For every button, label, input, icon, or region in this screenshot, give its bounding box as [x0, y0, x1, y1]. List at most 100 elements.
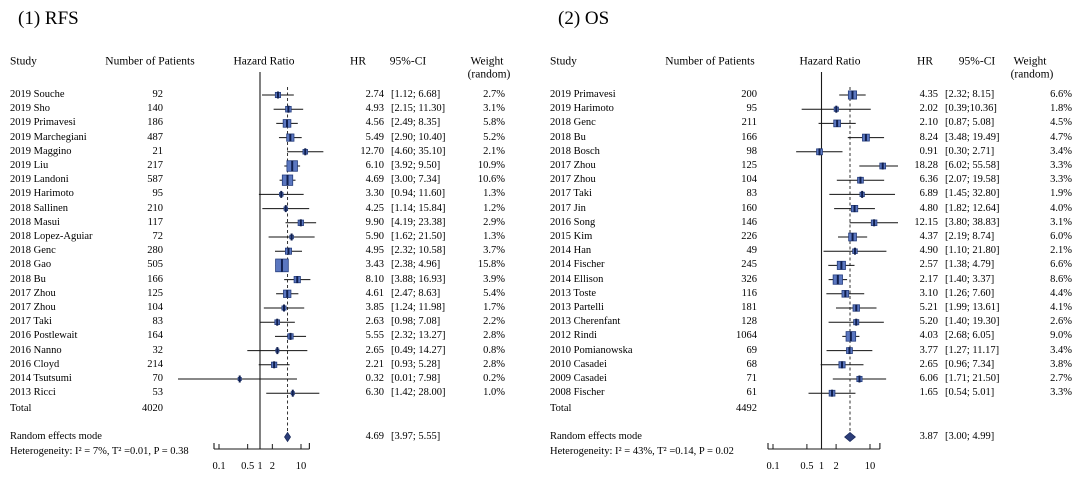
ci-value: [1.42; 28.00] [391, 386, 446, 398]
hr-value: 18.28 [914, 159, 938, 171]
hr-point-tick [855, 304, 858, 312]
hr-point-tick [286, 174, 289, 186]
hr-value: 2.17 [919, 273, 938, 285]
patients-count: 21 [152, 145, 164, 157]
weight-value: 6.0% [1050, 230, 1072, 242]
hr-point-tick [238, 375, 241, 383]
ci-value: [0.93; 5.28] [391, 358, 441, 370]
patients-count: 116 [741, 287, 757, 299]
hr-point-tick [836, 274, 839, 285]
hr-value: 4.95 [365, 244, 384, 256]
patients-count: 71 [746, 372, 758, 384]
study-name: 2017 Jin [550, 202, 586, 214]
weight-value: 1.3% [483, 230, 505, 242]
hr-value: 2.57 [919, 259, 938, 271]
patients-count: 61 [746, 386, 758, 398]
hr-point-tick [848, 347, 851, 355]
hr-point-tick [855, 318, 858, 326]
patients-count: 53 [152, 386, 164, 398]
patients-count: 125 [741, 159, 757, 171]
axis-tick-label: 0.5 [800, 460, 814, 472]
hr-point-tick [873, 219, 876, 227]
ci-value: [3.80; 38.83] [945, 216, 1000, 228]
patients-count: 166 [147, 273, 163, 285]
patients-count: 326 [741, 273, 757, 285]
study-name: 2018 Gao [10, 259, 52, 271]
axis-tick-label: 0.1 [766, 460, 780, 472]
patients-count: 487 [147, 131, 163, 143]
patients-count: 95 [152, 188, 164, 200]
weight-value: 5.4% [483, 287, 505, 299]
weight-value: 5.2% [483, 131, 505, 143]
weight-value: 2.7% [1050, 372, 1072, 384]
patients-count: 72 [152, 230, 164, 242]
hr-point-tick [273, 361, 276, 369]
hr-value: 5.20 [919, 315, 938, 327]
weight-value: 3.1% [1050, 216, 1072, 228]
hr-value: 4.37 [919, 230, 938, 242]
study-name: 2014 Tsutsumi [10, 372, 72, 384]
hr-point-tick [287, 247, 290, 255]
study-name: 2018 Bosch [550, 145, 600, 157]
study-name: 2012 Rindi [550, 330, 597, 342]
ci-value: [1.40; 19.30] [945, 315, 1000, 327]
weight-value: 15.8% [477, 259, 505, 271]
patients-count: 164 [147, 330, 163, 342]
study-name: 2019 Primavesi [10, 117, 76, 129]
hr-point-tick [849, 331, 852, 342]
ci-value: [2.15; 11.30] [391, 102, 446, 114]
weight-value: 2.7% [483, 88, 505, 100]
weight-value: 2.2% [483, 315, 505, 327]
hr-point-tick [304, 148, 307, 156]
hr-value: 1.65 [919, 386, 938, 398]
patients-count: 166 [741, 131, 757, 143]
weight-value: 10.6% [477, 173, 505, 185]
patients-count: 70 [152, 372, 164, 384]
hr-value: 4.90 [919, 244, 938, 256]
hr-point-tick [864, 134, 867, 142]
hr-point-tick [284, 205, 287, 213]
weight-value: 1.7% [483, 301, 505, 313]
study-name: 2015 Kim [550, 230, 593, 242]
ci-value: [0.01; 7.98] [391, 372, 441, 384]
patients-count: 83 [746, 188, 758, 200]
ci-value: [0.96; 7.34] [945, 358, 995, 370]
hr-point-tick [858, 375, 861, 383]
axis-tick-label: 1 [257, 460, 263, 472]
hr-point-tick [836, 119, 839, 127]
patients-count: 245 [741, 259, 757, 271]
pooled-diamond [284, 431, 291, 443]
study-name: 2013 Partelli [550, 301, 604, 313]
hr-point-tick [818, 148, 821, 156]
forest-plot-rfs [178, 72, 324, 450]
col-header-weight-sub: (random) [467, 68, 511, 81]
study-name: 2016 Nanno [10, 344, 62, 356]
ci-value: [3.00; 7.34] [391, 173, 441, 185]
patients-count: 125 [147, 287, 163, 299]
weight-value: 0.8% [483, 344, 505, 356]
study-name: 2008 Fischer [550, 386, 605, 398]
hr-point-tick [280, 190, 283, 198]
patients-count: 95 [746, 102, 758, 114]
ci-value: [0.30; 2.71] [945, 145, 995, 157]
study-name: 2018 Lopez-Aguiar [10, 230, 93, 242]
patients-count: 505 [147, 259, 163, 271]
weight-value: 3.3% [1050, 159, 1072, 171]
total-patients: 4020 [142, 402, 163, 414]
ci-value: [2.32; 13.27] [391, 330, 446, 342]
hr-value: 3.43 [365, 259, 384, 271]
col-header-ci: 95%-CI [389, 55, 427, 68]
hr-point-tick [851, 90, 854, 100]
hr-value: 5.55 [365, 330, 384, 342]
ci-value: [2.49; 8.35] [391, 117, 441, 129]
patients-count: 1064 [736, 330, 757, 342]
hr-value: 4.25 [365, 202, 384, 214]
weight-value: 1.3% [483, 188, 505, 200]
hr-value: 12.15 [914, 216, 938, 228]
ci-value: [1.71; 21.50] [945, 372, 1000, 384]
ci-value: [2.19; 8.74] [945, 230, 995, 242]
col-header-study: Study [550, 55, 577, 68]
weight-value: 2.8% [483, 330, 505, 342]
study-name: 2018 Genc [550, 117, 596, 129]
patients-count: 69 [746, 344, 758, 356]
